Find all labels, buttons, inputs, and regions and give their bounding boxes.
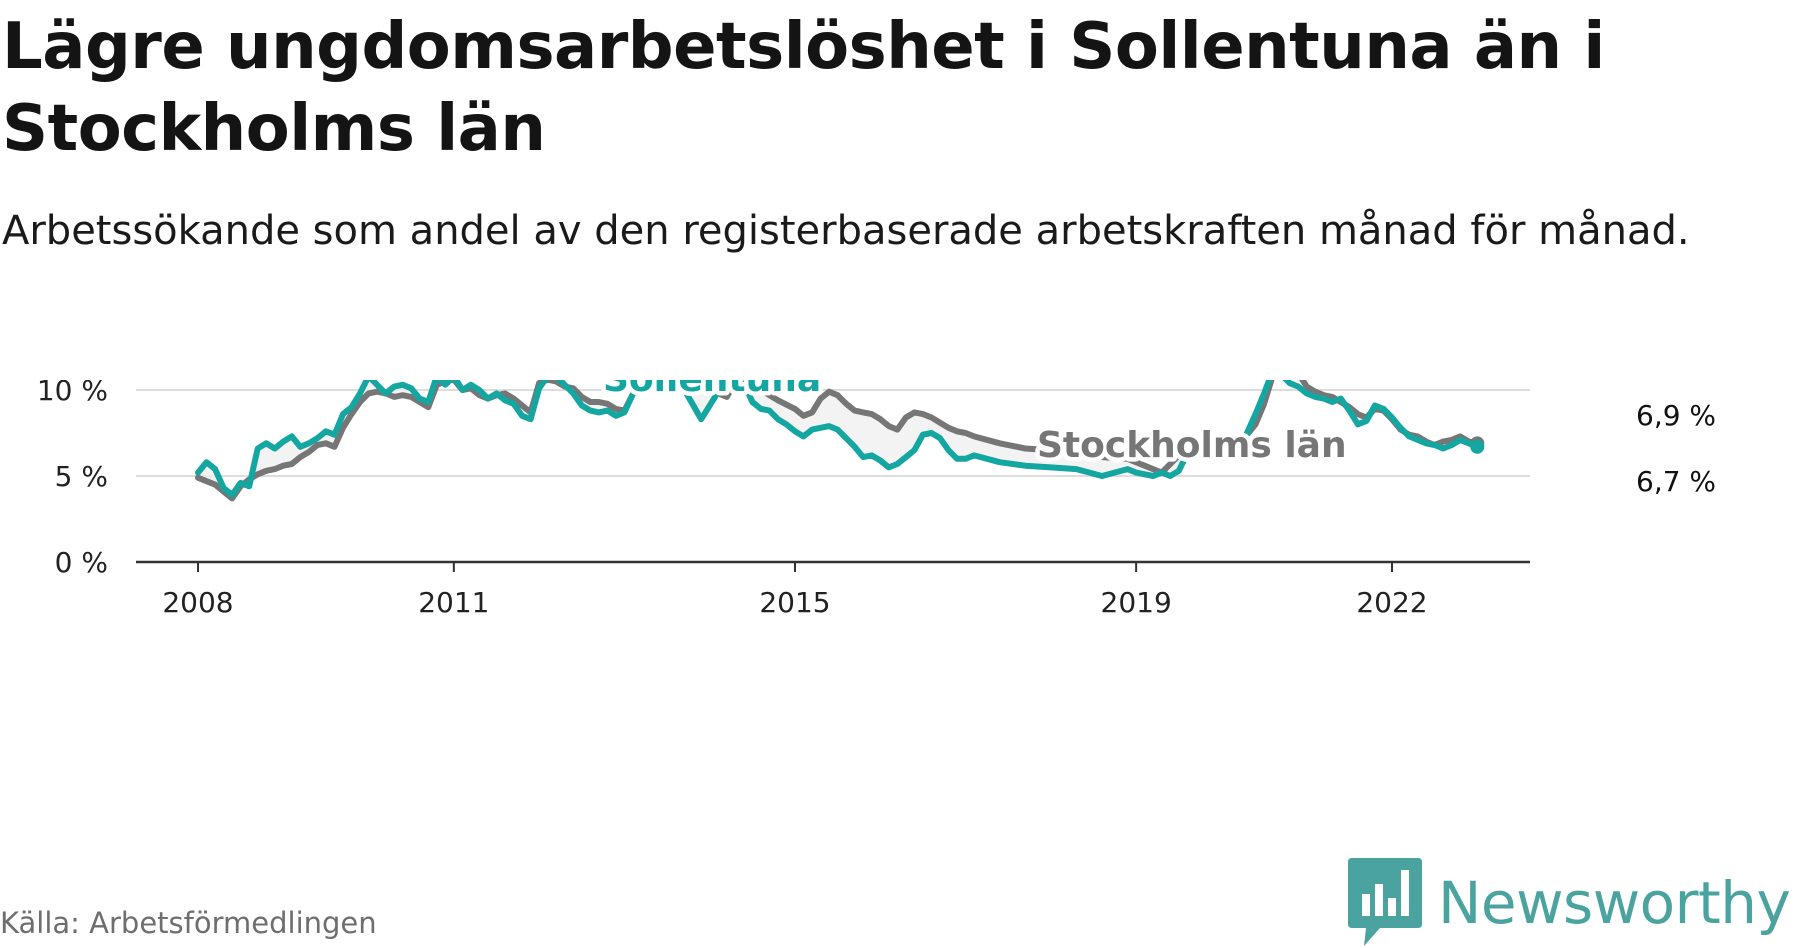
series-label-stockholms-lan: Stockholms län: [1037, 425, 1347, 466]
source-credit: Källa: Arbetsförmedlingen: [0, 906, 377, 940]
logo-text: Newsworthy: [1438, 869, 1791, 937]
x-tick-label: 2022: [1356, 586, 1427, 619]
chart-title: Lägre ungdomsarbetslöshet i Sollentuna ä…: [2, 10, 1605, 166]
newsworthy-logo[interactable]: Newsworthy: [1348, 858, 1791, 948]
x-tick-label: 2015: [759, 586, 830, 619]
end-label-sollentuna: 6,7 %: [1636, 465, 1716, 498]
x-tick-label: 2008: [162, 586, 233, 619]
y-tick-label: 0 %: [55, 546, 108, 579]
x-tick-label: 2011: [418, 586, 489, 619]
series-line-sollentuna: [195, 380, 1481, 498]
chart-subtitle: Arbetssökande som andel av den registerb…: [2, 208, 1690, 254]
line-chart: 0 % 5 % 10 % 2008 2011 2015 2019 2022 Sollentuna…: [37, 380, 1719, 619]
y-tick-label: 5 %: [55, 460, 108, 493]
y-tick-label: 10 %: [37, 380, 108, 407]
newsworthy-logo-icon: [1348, 858, 1422, 946]
x-tick-label: 2019: [1101, 586, 1172, 619]
end-label-stockholms-lan: 6,9 %: [1636, 399, 1716, 432]
series-label-sollentuna: Sollentuna: [603, 380, 821, 400]
end-point: [1470, 439, 1485, 454]
series-line-stockholms-lan: [195, 380, 1481, 502]
